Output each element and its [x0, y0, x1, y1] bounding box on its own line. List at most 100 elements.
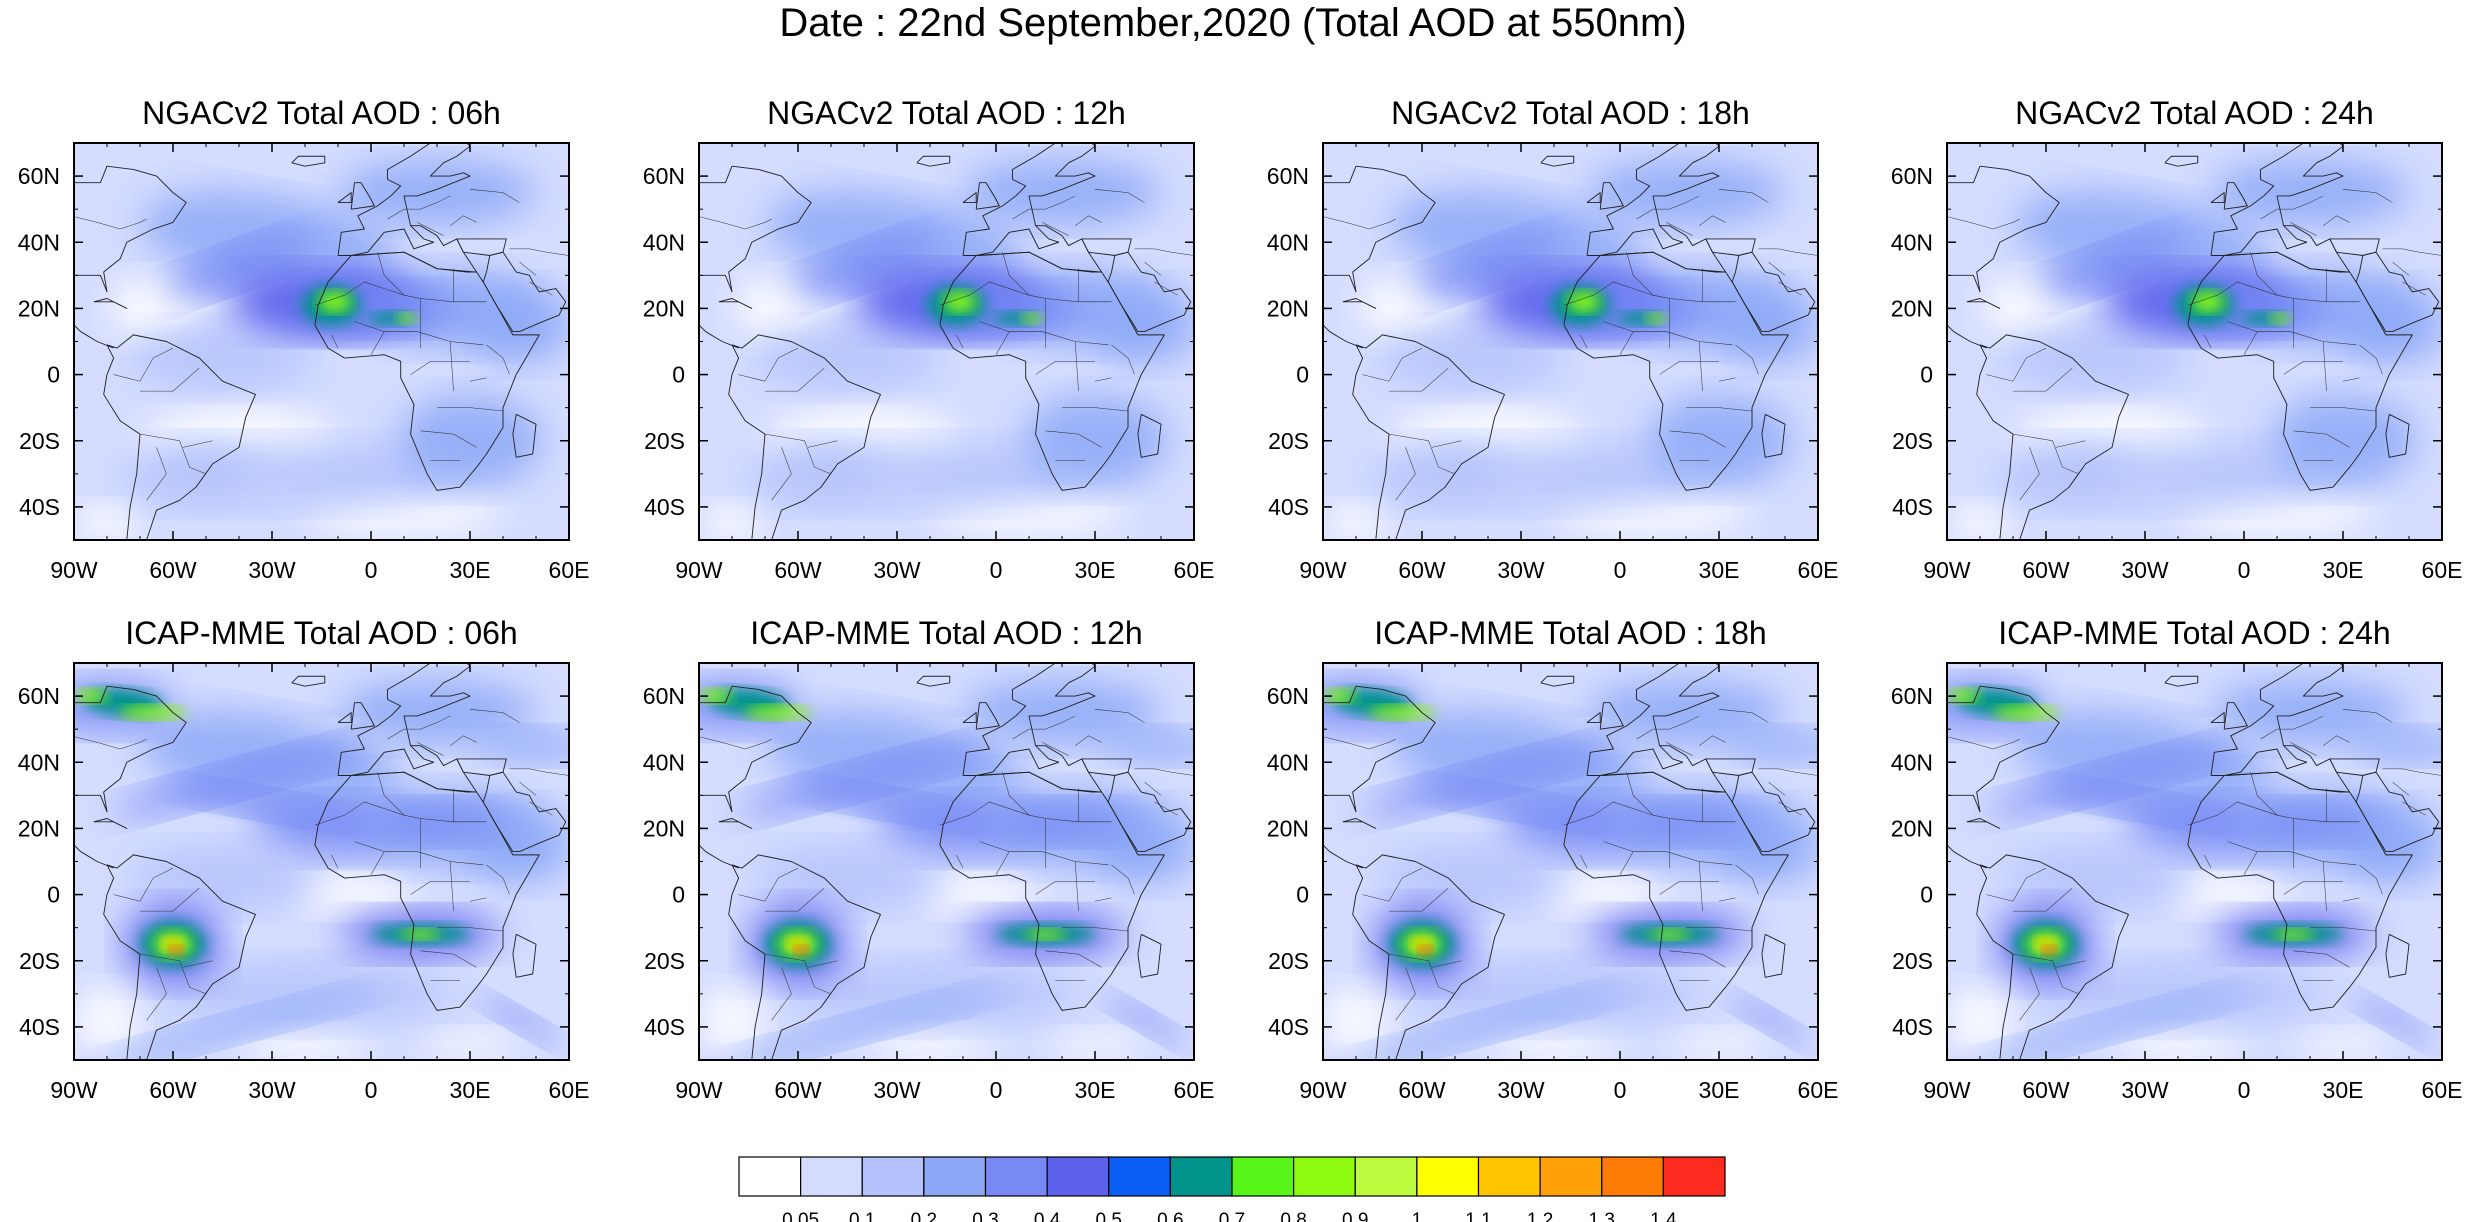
aod-plume	[2244, 801, 2376, 842]
x-tick-label: 60W	[2022, 557, 2070, 583]
map-panel-4: NGACv2 Total AOD : 24h 90W 60W 30W 0 30E 60E 60…	[1891, 95, 2463, 583]
aod-plume	[1728, 995, 1809, 1045]
x-tick-label: 60W	[149, 557, 197, 583]
clean-air-region	[2168, 874, 2287, 915]
y-tick-label: 40N	[18, 229, 60, 255]
aod-plume	[1715, 285, 1818, 365]
aod-plume	[111, 741, 367, 817]
x-tick-label: 90W	[50, 557, 98, 583]
y-tick-label: 20N	[643, 295, 685, 321]
colorbar-swatch	[738, 1156, 802, 1197]
colorbar-swatch	[1601, 1156, 1664, 1197]
aod-plume	[2042, 945, 2056, 956]
aod-plume	[755, 844, 940, 912]
aod-plume	[755, 324, 940, 392]
coastlines	[1947, 663, 2442, 1060]
x-tick-label: 0	[990, 1077, 1003, 1103]
aod-plume	[748, 440, 881, 507]
x-tick-label: 0	[365, 557, 378, 583]
aod-plume	[397, 313, 418, 324]
y-tick-label: 60N	[1891, 163, 1933, 189]
y-tick-label: 20S	[1892, 428, 1933, 454]
panel-title: ICAP-MME Total AOD : 24h	[1998, 615, 2390, 651]
x-tick-label: 0	[2238, 557, 2251, 583]
clean-air-region	[1323, 503, 1389, 540]
aod-plume	[1646, 313, 1667, 324]
colorbar-swatch	[923, 1156, 987, 1197]
aod-plume	[2273, 929, 2314, 940]
x-tick-label: 30W	[248, 557, 296, 583]
aod-plume	[699, 689, 732, 703]
y-tick-label: 60N	[1267, 683, 1309, 709]
aod-plume	[1101, 729, 1194, 763]
x-tick-label: 30W	[248, 1077, 296, 1103]
y-tick-label: 60N	[18, 683, 60, 709]
y-tick-label: 0	[1296, 362, 1309, 388]
colorbar-swatch	[1354, 1156, 1418, 1197]
aod-plume	[2270, 394, 2416, 488]
y-tick-label: 20S	[1268, 428, 1309, 454]
aod-plume	[318, 291, 352, 312]
y-tick-label: 40S	[19, 1014, 60, 1040]
aod-plume	[164, 232, 314, 299]
y-tick-label: 40S	[1268, 1014, 1309, 1040]
x-tick-label: 90W	[675, 557, 723, 583]
colorbar-swatch	[800, 1156, 863, 1197]
colorbar-label: 0.3	[972, 1210, 998, 1222]
y-tick-label: 40N	[1891, 749, 1933, 775]
x-tick-label: 90W	[675, 1077, 723, 1103]
y-tick-label: 40N	[1267, 229, 1309, 255]
clean-air-region	[1947, 987, 2013, 1054]
coastlines	[1947, 143, 2442, 540]
aod-field	[1947, 143, 2442, 540]
aod-plume	[1405, 960, 1703, 1027]
aod-plume	[400, 929, 441, 940]
aod-plume	[1091, 285, 1194, 365]
aod-plume	[1423, 783, 1619, 827]
aod-plume	[123, 440, 256, 507]
y-tick-label: 20N	[1267, 295, 1309, 321]
y-tick-label: 20S	[19, 428, 60, 454]
x-tick-label: 60E	[1798, 1077, 1839, 1103]
aod-plume	[2339, 285, 2442, 365]
x-tick-label: 60E	[1174, 557, 1215, 583]
aod-plume	[74, 689, 107, 703]
aod-plume	[2047, 783, 2243, 827]
colorbar-label: 0.05	[782, 1210, 819, 1222]
y-tick-label: 60N	[1891, 683, 1933, 709]
aod-plume	[371, 801, 503, 842]
aod-plume	[130, 324, 315, 392]
x-tick-label: 30W	[873, 557, 921, 583]
x-tick-label: 60W	[1398, 1077, 1446, 1103]
x-tick-label: 30E	[1075, 557, 1116, 583]
aod-plume	[1993, 706, 2060, 720]
panel-title: ICAP-MME Total AOD : 06h	[125, 615, 517, 651]
clean-air-region	[295, 874, 414, 915]
colorbar-label: 0.5	[1096, 1210, 1122, 1222]
aod-plume	[156, 960, 454, 1027]
x-tick-label: 0	[1614, 557, 1627, 583]
clean-air-region	[699, 987, 765, 1054]
aod-plume	[1984, 741, 2240, 817]
colorbar-swatch	[1477, 1156, 1541, 1197]
y-tick-label: 40N	[643, 229, 685, 255]
panel-title: ICAP-MME Total AOD : 18h	[1374, 615, 1766, 651]
colorbar-swatch	[1108, 1156, 1171, 1197]
panel-title: NGACv2 Total AOD : 06h	[142, 95, 501, 131]
panel-title: NGACv2 Total AOD : 12h	[767, 95, 1126, 131]
aod-plume	[794, 945, 808, 956]
y-tick-label: 20S	[644, 428, 685, 454]
y-tick-label: 20N	[1267, 815, 1309, 841]
panel-title: NGACv2 Total AOD : 24h	[2015, 95, 2374, 131]
aod-plume	[1369, 706, 1436, 720]
clean-air-region	[74, 987, 140, 1054]
x-tick-label: 30E	[1075, 1077, 1116, 1103]
x-tick-label: 30E	[1699, 557, 1740, 583]
x-tick-label: 30W	[1497, 557, 1545, 583]
map-panel-5: ICAP-MME Total AOD : 06h 90W 60W 30W 0 30E 60E…	[18, 615, 590, 1103]
aod-plume	[2029, 960, 2327, 1027]
x-tick-label: 90W	[1923, 1077, 1971, 1103]
colorbar-swatch	[1539, 1156, 1603, 1197]
colorbar-label: 0.4	[1034, 1210, 1061, 1222]
